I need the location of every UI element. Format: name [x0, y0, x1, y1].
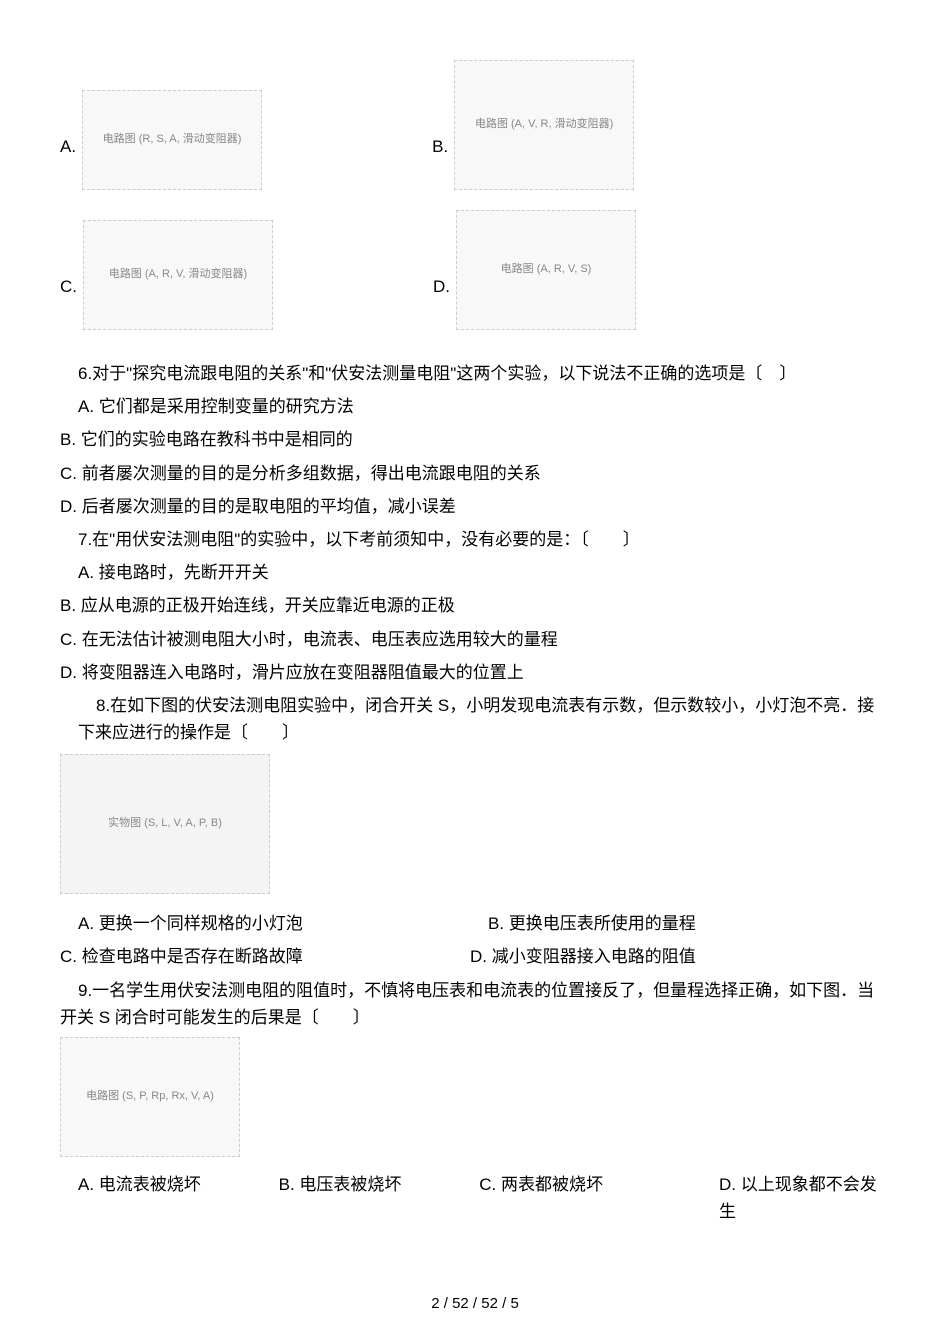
q7-option-a: A. 接电路时，先断开开关 — [78, 559, 890, 586]
q5-option-c: C. 电路图 (A, R, V, 滑动变阻器) — [60, 220, 273, 330]
q9-circuit-diagram: 电路图 (S, P, Rp, Rx, V, A) — [60, 1037, 240, 1157]
q8-options-row-2: C. 检查电路中是否存在断路故障 D. 减小变阻器接入电路的阻值 — [60, 937, 890, 970]
diagram-placeholder-text: 实物图 (S, L, V, A, P, B) — [108, 815, 222, 833]
q8-stem-text: 8.在如下图的伏安法测电阻实验中，闭合开关 S，小明发现电流表有示数，但示数较小… — [78, 696, 874, 742]
q5-a-label: A. — [60, 133, 76, 160]
q5-c-label: C. — [60, 273, 77, 300]
diagram-placeholder-text: 电路图 (A, R, V, 滑动变阻器) — [109, 266, 247, 284]
q8-option-c: C. 检查电路中是否存在断路故障 — [60, 943, 470, 970]
diagram-placeholder-text: 电路图 (A, V, R, 滑动变阻器) — [475, 116, 613, 134]
q5-row-ab: A. 电路图 (R, S, A, 滑动变阻器) B. 电路图 (A, V, R,… — [60, 60, 890, 190]
diagram-placeholder-text: 电路图 (S, P, Rp, Rx, V, A) — [86, 1088, 214, 1106]
circuit-diagram-b: 电路图 (A, V, R, 滑动变阻器) — [454, 60, 634, 190]
q5-option-d: D. 电路图 (A, R, V, S) — [433, 210, 636, 330]
q8-option-a: A. 更换一个同样规格的小灯泡 — [78, 910, 488, 937]
q7-option-d: D. 将变阻器连入电路时，滑片应放在变阻器阻值最大的位置上 — [60, 659, 890, 686]
q9-option-d: D. 以上现象都不会发生 — [719, 1171, 890, 1225]
q5-option-b: B. 电路图 (A, V, R, 滑动变阻器) — [432, 60, 634, 190]
q8-apparatus-photo: 实物图 (S, L, V, A, P, B) — [60, 754, 270, 894]
diagram-placeholder-text: 电路图 (A, R, V, S) — [501, 261, 592, 279]
q6-option-b: B. 它们的实验电路在教科书中是相同的 — [60, 426, 890, 453]
q9-option-b: B. 电压表被烧坏 — [279, 1171, 480, 1225]
circuit-diagram-a: 电路图 (R, S, A, 滑动变阻器) — [82, 90, 262, 190]
circuit-diagram-d: 电路图 (A, R, V, S) — [456, 210, 636, 330]
q5-option-a: A. 电路图 (R, S, A, 滑动变阻器) — [60, 90, 262, 190]
q7-option-b: B. 应从电源的正极开始连线，开关应靠近电源的正极 — [60, 592, 890, 619]
q6-option-c: C. 前者屡次测量的目的是分析多组数据，得出电流跟电阻的关系 — [60, 460, 890, 487]
q7-option-c: C. 在无法估计被测电阻大小时，电流表、电压表应选用较大的量程 — [60, 626, 890, 653]
q9-option-c: C. 两表都被烧坏 — [479, 1171, 719, 1225]
q7-stem: 7.在"用伏安法测电阻"的实验中，以下考前须知中，没有必要的是：〔 〕 — [78, 526, 890, 553]
q5-b-label: B. — [432, 133, 448, 160]
q8-option-b: B. 更换电压表所使用的量程 — [488, 910, 696, 937]
q9-stem: 9.一名学生用伏安法测电阻的阻值时，不慎将电压表和电流表的位置接反了，但量程选择… — [60, 977, 890, 1031]
circuit-diagram-c: 电路图 (A, R, V, 滑动变阻器) — [83, 220, 273, 330]
diagram-placeholder-text: 电路图 (R, S, A, 滑动变阻器) — [103, 131, 242, 149]
q9-options-row: A. 电流表被烧坏 B. 电压表被烧坏 C. 两表都被烧坏 D. 以上现象都不会… — [60, 1165, 890, 1225]
q5-d-label: D. — [433, 273, 450, 300]
q5-row-cd: C. 电路图 (A, R, V, 滑动变阻器) D. 电路图 (A, R, V,… — [60, 210, 890, 330]
q6-option-a: A. 它们都是采用控制变量的研究方法 — [78, 393, 890, 420]
q6-stem: 6.对于"探究电流跟电阻的关系"和"伏安法测量电阻"这两个实验，以下说法不正确的… — [78, 360, 890, 387]
q6-option-d: D. 后者屡次测量的目的是取电阻的平均值，减小误差 — [60, 493, 890, 520]
q9-option-a: A. 电流表被烧坏 — [78, 1171, 279, 1225]
q8-options-row-1: A. 更换一个同样规格的小灯泡 B. 更换电压表所使用的量程 — [60, 904, 890, 937]
page-footer: 2 / 52 / 52 / 5 — [0, 1292, 950, 1316]
q8-stem: 8.在如下图的伏安法测电阻实验中，闭合开关 S，小明发现电流表有示数，但示数较小… — [78, 692, 890, 746]
q9-stem-text: 9.一名学生用伏安法测电阻的阻值时，不慎将电压表和电流表的位置接反了，但量程选择… — [60, 981, 874, 1027]
q8-option-d: D. 减小变阻器接入电路的阻值 — [470, 943, 696, 970]
